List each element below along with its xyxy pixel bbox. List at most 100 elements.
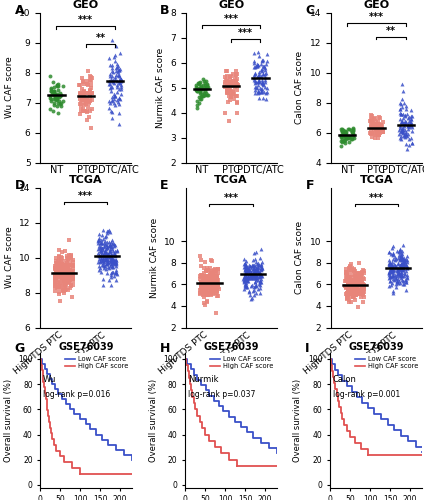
- Point: [257, 254, 264, 262]
- Text: ***: ***: [238, 28, 253, 38]
- Point: [198, 280, 205, 287]
- Point: [99, 234, 106, 242]
- Point: [407, 106, 414, 114]
- Point: [368, 126, 375, 134]
- Point: [201, 78, 208, 86]
- Point: [343, 284, 349, 292]
- Point: [349, 288, 356, 296]
- Point: [60, 274, 67, 281]
- Point: [209, 290, 216, 298]
- Point: [396, 246, 403, 254]
- Point: [209, 272, 216, 280]
- Point: [408, 126, 415, 134]
- Point: [60, 268, 67, 276]
- Text: D: D: [15, 179, 25, 192]
- Point: [374, 131, 381, 139]
- Point: [105, 250, 112, 258]
- Point: [110, 260, 117, 268]
- Point: [202, 272, 209, 280]
- Point: [257, 272, 263, 280]
- Point: [110, 80, 117, 88]
- Point: [53, 270, 59, 278]
- Point: [234, 92, 240, 100]
- Point: [242, 270, 248, 278]
- Point: [228, 93, 234, 101]
- Y-axis label: Calon CAF score: Calon CAF score: [295, 51, 304, 124]
- Point: [62, 268, 69, 276]
- Point: [205, 283, 212, 291]
- Point: [103, 265, 109, 273]
- Point: [52, 94, 59, 102]
- Point: [106, 246, 113, 254]
- Point: [78, 95, 85, 103]
- Point: [243, 274, 249, 281]
- Point: [196, 80, 203, 88]
- Point: [232, 72, 239, 80]
- Point: [368, 118, 375, 126]
- Point: [368, 130, 374, 138]
- Point: [214, 272, 220, 280]
- Point: [103, 256, 110, 264]
- Point: [96, 247, 103, 255]
- Point: [212, 287, 219, 295]
- Point: [112, 57, 119, 65]
- Point: [202, 280, 209, 288]
- Point: [258, 264, 265, 272]
- Point: [404, 122, 411, 130]
- Point: [252, 272, 259, 280]
- Point: [77, 99, 84, 107]
- Point: [250, 274, 257, 282]
- Point: [54, 280, 61, 288]
- Point: [55, 268, 61, 276]
- Point: [245, 272, 251, 280]
- Point: [98, 255, 105, 263]
- Point: [101, 242, 108, 250]
- Point: [340, 131, 347, 139]
- Point: [402, 112, 409, 120]
- Point: [201, 274, 207, 282]
- Point: [53, 95, 59, 103]
- Point: [56, 290, 62, 298]
- Point: [387, 272, 394, 280]
- Point: [60, 267, 67, 275]
- Point: [110, 68, 117, 76]
- Y-axis label: Overall survival (%): Overall survival (%): [3, 378, 13, 462]
- Point: [50, 78, 56, 86]
- Point: [349, 273, 356, 281]
- Point: [400, 262, 407, 270]
- Point: [212, 266, 219, 274]
- Point: [202, 282, 209, 290]
- Point: [86, 88, 93, 96]
- Point: [389, 262, 396, 270]
- Point: [56, 265, 62, 273]
- Point: [390, 242, 397, 250]
- Point: [251, 89, 258, 97]
- Point: [399, 124, 406, 132]
- Point: [201, 284, 208, 292]
- Point: [401, 100, 408, 108]
- Point: [209, 270, 216, 278]
- Point: [53, 264, 60, 272]
- Point: [353, 270, 360, 278]
- Point: [54, 81, 61, 89]
- Point: [245, 274, 252, 281]
- Point: [399, 256, 406, 264]
- Point: [360, 280, 367, 288]
- Point: [61, 280, 67, 288]
- Point: [86, 90, 93, 98]
- Point: [201, 290, 208, 298]
- Point: [208, 278, 215, 285]
- Point: [110, 240, 117, 248]
- Point: [54, 284, 61, 292]
- Point: [345, 271, 352, 279]
- Point: [356, 274, 363, 281]
- Point: [117, 74, 123, 82]
- Point: [202, 278, 209, 286]
- Point: [344, 282, 351, 290]
- Point: [245, 274, 252, 282]
- Point: [377, 121, 384, 129]
- Point: [63, 264, 70, 272]
- Point: [80, 105, 86, 113]
- Point: [52, 264, 59, 272]
- Point: [224, 89, 231, 97]
